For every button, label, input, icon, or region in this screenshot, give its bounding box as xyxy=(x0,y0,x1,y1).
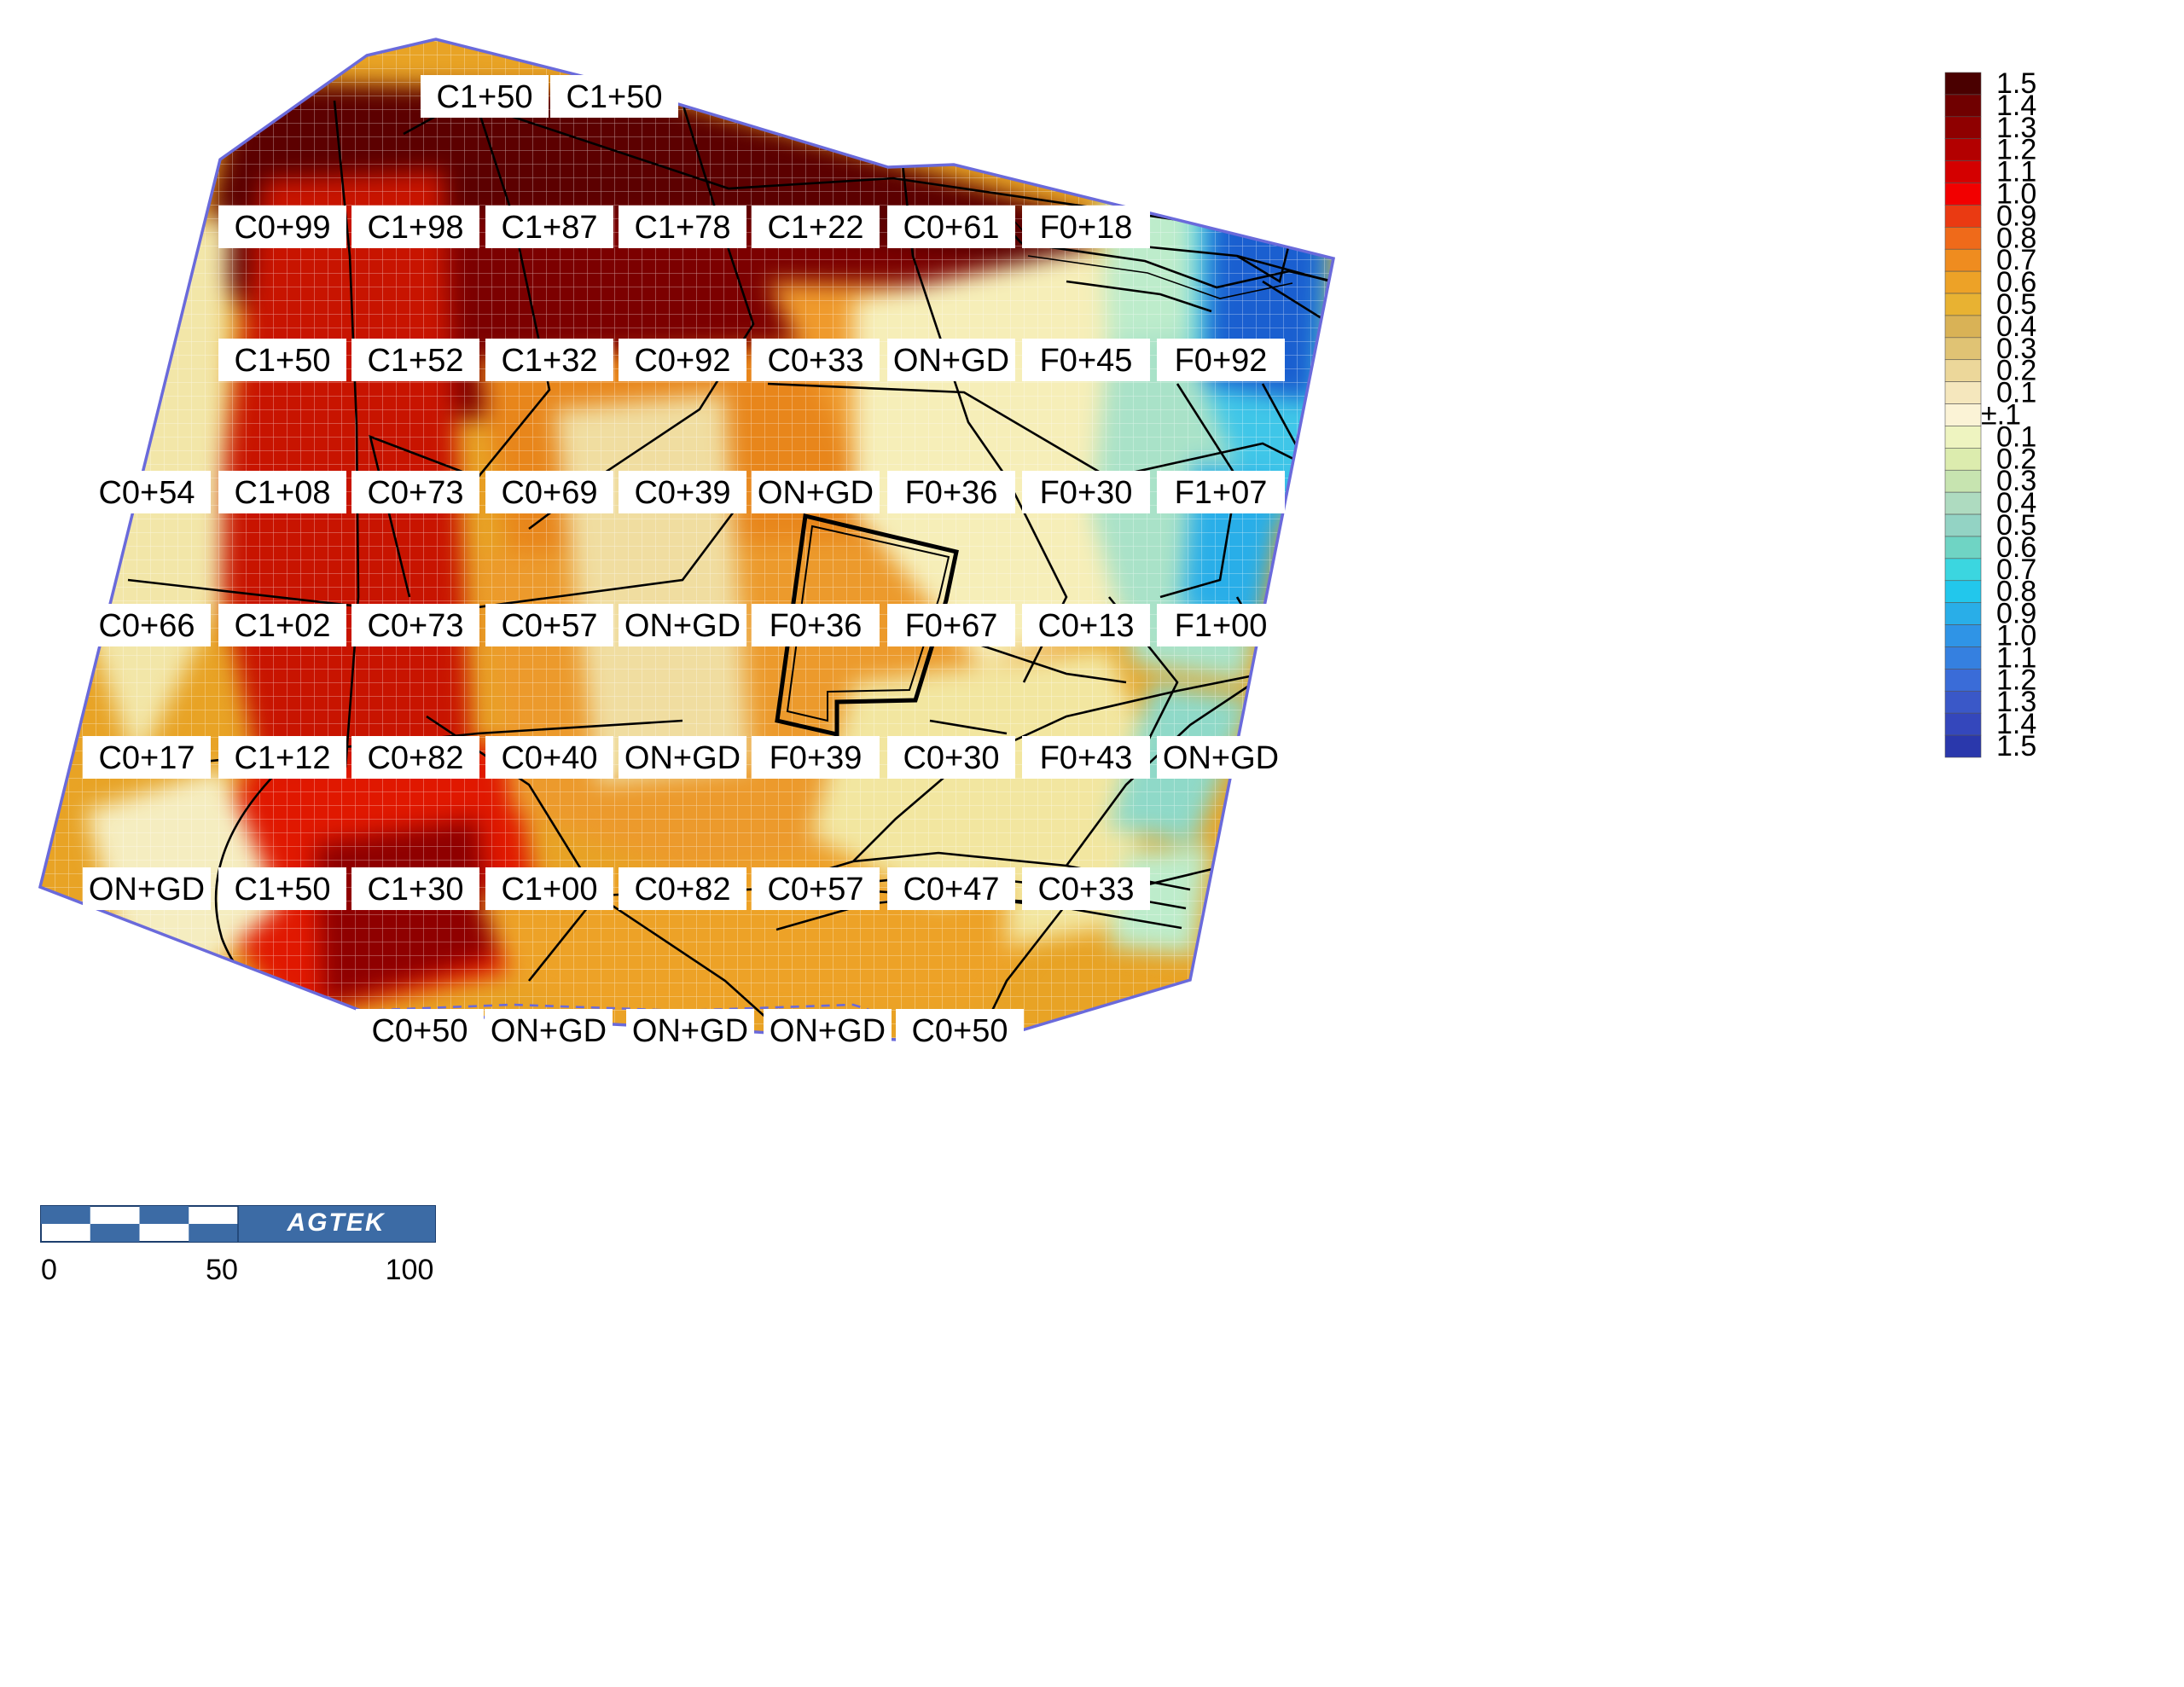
svg-text:F1+07: F1+07 xyxy=(1175,475,1268,511)
svg-text:ON+GD: ON+GD xyxy=(1163,740,1279,776)
svg-text:C1+30: C1+30 xyxy=(367,872,463,907)
svg-text:C0+69: C0+69 xyxy=(501,475,597,511)
svg-text:1.5: 1.5 xyxy=(1996,730,2036,762)
svg-text:C1+50: C1+50 xyxy=(234,872,330,907)
svg-text:F0+67: F0+67 xyxy=(905,608,998,644)
svg-text:ON+GD: ON+GD xyxy=(491,1013,607,1049)
svg-text:C1+87: C1+87 xyxy=(501,210,597,246)
svg-text:C1+00: C1+00 xyxy=(501,872,597,907)
svg-text:C0+61: C0+61 xyxy=(903,210,999,246)
svg-text:C0+92: C0+92 xyxy=(634,343,730,379)
svg-text:ON+GD: ON+GD xyxy=(624,740,741,776)
svg-text:C0+99: C0+99 xyxy=(234,210,330,246)
svg-text:F0+45: F0+45 xyxy=(1040,343,1133,379)
svg-text:C0+40: C0+40 xyxy=(501,740,597,776)
svg-text:C1+50: C1+50 xyxy=(566,79,662,115)
svg-text:C0+82: C0+82 xyxy=(634,872,730,907)
svg-text:C1+50: C1+50 xyxy=(436,79,532,115)
svg-text:C1+02: C1+02 xyxy=(234,608,330,644)
svg-text:F0+30: F0+30 xyxy=(1040,475,1133,511)
svg-text:C0+73: C0+73 xyxy=(367,475,463,511)
svg-text:C1+98: C1+98 xyxy=(367,210,463,246)
svg-text:ON+GD: ON+GD xyxy=(758,475,874,511)
svg-text:C0+33: C0+33 xyxy=(767,343,863,379)
svg-text:C0+54: C0+54 xyxy=(98,475,195,511)
svg-text:C0+47: C0+47 xyxy=(903,872,999,907)
svg-text:F0+92: F0+92 xyxy=(1175,343,1268,379)
svg-text:F0+36: F0+36 xyxy=(905,475,998,511)
svg-text:AGTEK: AGTEK xyxy=(287,1209,386,1237)
svg-text:C1+32: C1+32 xyxy=(501,343,597,379)
svg-text:C1+08: C1+08 xyxy=(234,475,330,511)
svg-text:50: 50 xyxy=(206,1254,238,1286)
svg-text:ON+GD: ON+GD xyxy=(893,343,1009,379)
svg-text:F0+36: F0+36 xyxy=(770,608,863,644)
svg-text:C0+57: C0+57 xyxy=(767,872,863,907)
svg-text:C0+50: C0+50 xyxy=(911,1013,1008,1049)
svg-text:ON+GD: ON+GD xyxy=(770,1013,886,1049)
svg-text:C0+33: C0+33 xyxy=(1037,872,1134,907)
svg-text:C0+66: C0+66 xyxy=(98,608,195,644)
svg-text:ON+GD: ON+GD xyxy=(624,608,741,644)
svg-text:C1+12: C1+12 xyxy=(234,740,330,776)
svg-text:ON+GD: ON+GD xyxy=(632,1013,748,1049)
svg-text:C0+30: C0+30 xyxy=(903,740,999,776)
svg-text:C0+73: C0+73 xyxy=(367,608,463,644)
svg-text:ON+GD: ON+GD xyxy=(89,872,205,907)
svg-text:F1+00: F1+00 xyxy=(1175,608,1268,644)
svg-text:C1+78: C1+78 xyxy=(634,210,730,246)
svg-text:C0+57: C0+57 xyxy=(501,608,597,644)
svg-text:C0+39: C0+39 xyxy=(634,475,730,511)
svg-text:C0+82: C0+82 xyxy=(367,740,463,776)
svg-text:100: 100 xyxy=(386,1254,434,1286)
svg-text:C1+52: C1+52 xyxy=(367,343,463,379)
svg-text:F0+43: F0+43 xyxy=(1040,740,1133,776)
svg-text:C0+17: C0+17 xyxy=(98,740,195,776)
svg-text:F0+39: F0+39 xyxy=(770,740,863,776)
svg-text:C0+50: C0+50 xyxy=(371,1013,468,1049)
svg-text:F0+18: F0+18 xyxy=(1040,210,1133,246)
svg-text:C0+13: C0+13 xyxy=(1037,608,1134,644)
svg-text:0: 0 xyxy=(41,1254,57,1286)
svg-text:C1+22: C1+22 xyxy=(767,210,863,246)
svg-text:C1+50: C1+50 xyxy=(234,343,330,379)
